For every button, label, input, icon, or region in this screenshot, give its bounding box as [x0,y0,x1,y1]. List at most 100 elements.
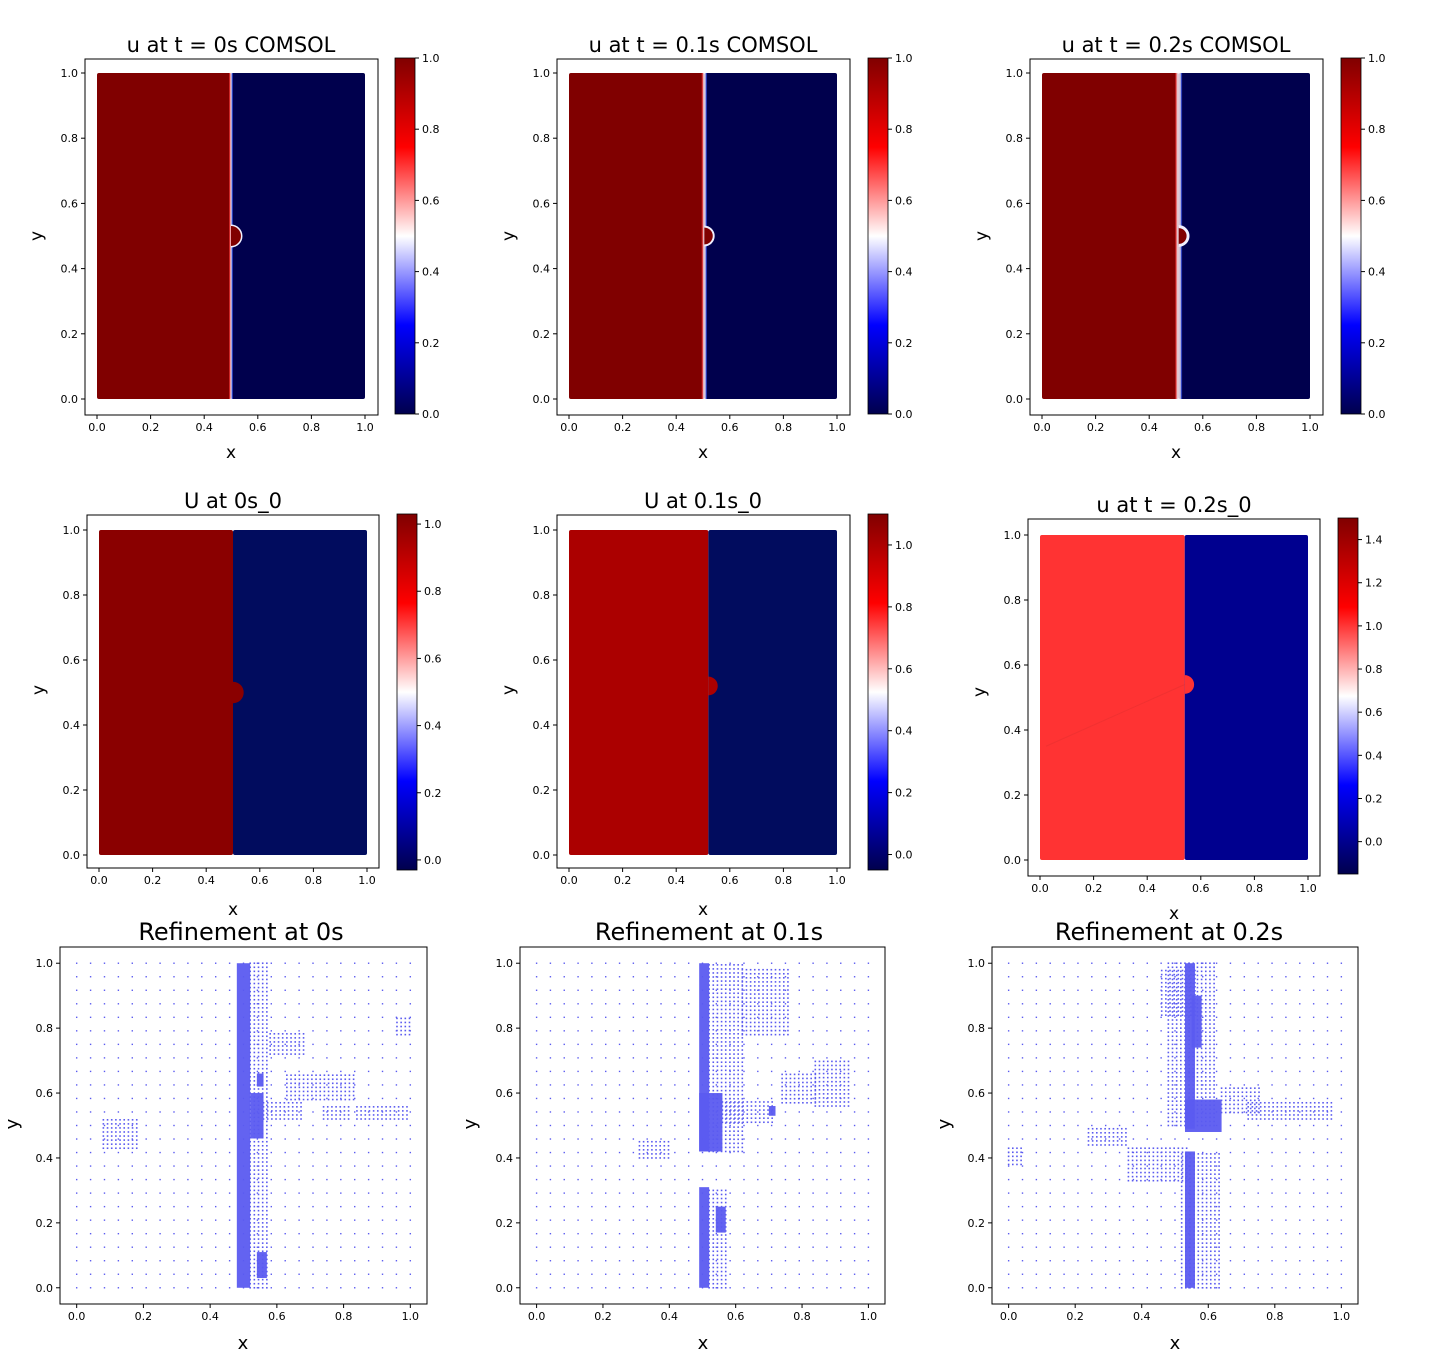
mesh-point [131,1124,133,1127]
mesh-point [1049,1287,1051,1289]
mesh-point [766,1005,769,1008]
mesh-point [549,1003,552,1005]
interface-edge-red [229,73,231,399]
mesh-point [753,977,756,979]
mesh-point [577,1097,579,1100]
mesh-point [201,1138,203,1140]
mesh-point [1215,976,1218,978]
mesh-point [737,1130,739,1132]
mesh-point [737,1126,739,1128]
mesh-point [724,1037,727,1039]
y-tick-label: 0.2 [1004,789,1022,802]
mesh-point [110,1119,113,1121]
mesh-point [1204,1027,1207,1029]
mesh-point [660,1178,662,1181]
mesh-point [1326,976,1329,978]
mesh-point [782,1001,785,1003]
mesh-point [367,1138,370,1140]
x-tick-label: 0.6 [727,1310,745,1323]
mesh-point [724,1238,727,1240]
mesh-point [271,1106,273,1108]
mesh-point [266,1185,268,1188]
mesh-point [749,989,752,991]
mesh-point [1224,1111,1227,1114]
mesh-point [253,1274,256,1277]
mesh-point [302,1086,305,1089]
mesh-point [774,1021,777,1024]
mesh-point [354,1205,356,1208]
mesh-point [720,988,723,990]
y-tick-label: 0.4 [36,1152,54,1165]
mesh-point [725,1101,728,1103]
mesh-point [352,1090,355,1093]
mesh-point [298,1219,300,1221]
mesh-point [253,1254,256,1257]
mesh-point [741,1101,744,1104]
mesh-point [1171,1019,1174,1021]
mesh-point [266,1088,268,1090]
mesh-point [1271,1246,1273,1248]
mesh-point [1175,1059,1178,1062]
mesh-point [1174,962,1176,964]
y-tick-label: 0.4 [1004,724,1022,737]
mesh-point [741,1106,744,1108]
mesh-point [762,989,764,991]
x-tick-label: 0.0 [88,421,106,434]
mesh-point [228,1124,231,1127]
mesh-point [123,1135,126,1137]
mesh-point [798,989,800,991]
mesh-point [253,1076,256,1078]
mesh-point [187,1151,189,1154]
mesh-point [1258,1111,1260,1114]
mesh-point [187,1205,189,1208]
mesh-point [1181,981,1184,984]
mesh-point [743,1205,745,1208]
mesh-point [266,1209,268,1212]
mesh-point [733,1089,735,1092]
y-tick-label: 0.8 [63,589,81,602]
mesh-point [311,1094,313,1097]
mesh-point [256,1192,259,1194]
mesh-point [266,966,268,969]
mesh-point [712,1250,715,1253]
mesh-point [1171,1035,1174,1038]
mesh-point [1312,1070,1315,1073]
mesh-point [763,1109,765,1111]
mesh-point [298,1178,300,1181]
mesh-point [712,1037,715,1039]
mesh-point [1169,973,1171,976]
mesh-point [340,1003,342,1005]
mesh-point [782,977,785,979]
mesh-point [605,1219,607,1221]
x-tick-label: 0.0 [1031,882,1049,895]
mesh-point [1180,966,1182,969]
mesh-point [1257,1057,1259,1059]
mesh-point [269,1041,271,1043]
mesh-point [1312,1111,1315,1113]
colorbar-tick-label: 0.6 [1365,706,1383,719]
mesh-point [840,989,842,991]
mesh-point [1167,1059,1170,1062]
mesh-point [724,1061,727,1064]
mesh-point [1171,962,1174,965]
mesh-point [257,970,260,973]
mesh-point [261,998,264,1001]
mesh-point [1077,1097,1079,1100]
mesh-point [785,1081,788,1084]
mesh-point [1245,1111,1248,1114]
mesh-point [724,1278,727,1281]
mesh-point [1184,1023,1186,1025]
mesh-point [1204,998,1207,1001]
mesh-point [674,1138,676,1140]
mesh-point [781,1093,783,1096]
mesh-point [381,1016,384,1019]
mesh-point [1257,1016,1259,1019]
mesh-point [826,1080,829,1083]
mesh-point [712,964,715,966]
mesh-point [1229,1099,1231,1102]
mesh-point [774,989,777,991]
mesh-point [266,1140,268,1143]
mesh-point [738,1109,740,1111]
colorbar-tick-label: 0.0 [1365,836,1383,849]
mesh-point [770,1178,773,1181]
